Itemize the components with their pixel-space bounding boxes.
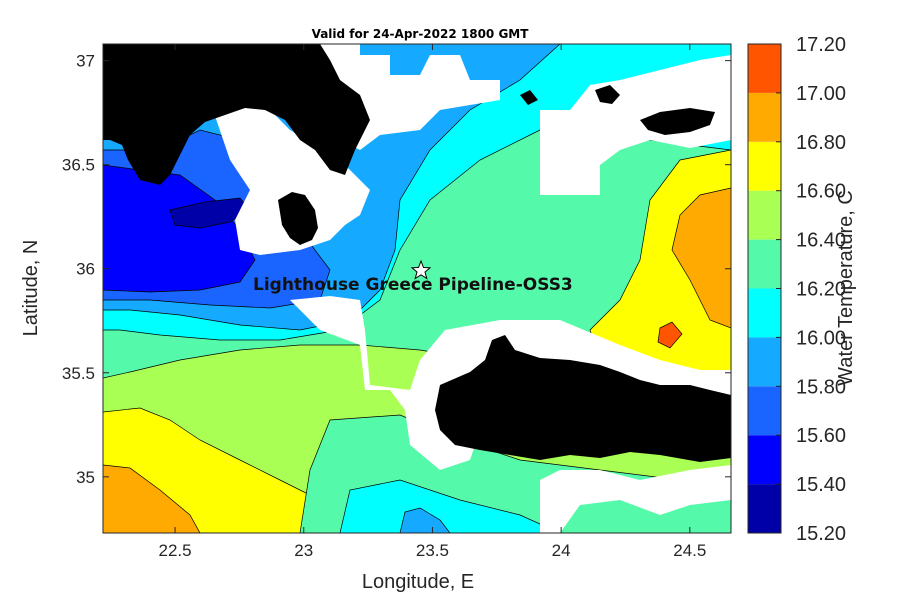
colorbar-tick-label: 15.60 (796, 425, 846, 447)
y-tick-label: 36.5 (62, 156, 95, 175)
x-tick-label: 24 (552, 541, 571, 560)
colorbar-label: Water Temperature, C (835, 190, 857, 386)
x-axis-ticks: 22.5 23 23.5 24 24.5 (159, 44, 706, 560)
colorbar-swatch (748, 190, 781, 240)
y-tick-label: 35 (76, 468, 95, 487)
land-aegean-islands (520, 85, 715, 135)
band-17-00-east (657, 321, 683, 349)
colorbar-swatch (748, 288, 781, 338)
colorbar-tick-label: 15.80 (796, 376, 846, 398)
land-peloponnese (103, 44, 370, 185)
colorbar-tick-label: 16.40 (796, 230, 846, 252)
colorbar-tick-label: 16.00 (796, 327, 846, 349)
colorbar-tick-label: 16.20 (796, 279, 846, 301)
colorbar-tick-label: 16.80 (796, 132, 846, 154)
colorbar-tick-label: 17.20 (796, 34, 846, 56)
colorbar-swatch (748, 44, 781, 93)
plot-frame (102, 43, 732, 534)
x-tick-label: 23 (294, 541, 313, 560)
band-16-00-south (399, 507, 451, 533)
colorbar-tick-label: 15.40 (796, 474, 846, 496)
band-16-20-south (339, 479, 561, 533)
x-axis-label: Longitude, E (362, 571, 474, 593)
x-tick-label: 23.5 (416, 541, 449, 560)
no-data-region-west (213, 100, 370, 255)
colorbar-tick-label: 15.20 (796, 523, 846, 545)
colorbar-swatch (748, 386, 781, 436)
y-tick-label: 37 (76, 52, 95, 71)
site-annotation: Lighthouse Greece Pipeline-OSS3 (253, 275, 573, 295)
land-kythira (278, 192, 318, 245)
colorbar-swatch (748, 92, 781, 142)
y-tick-label: 36 (76, 260, 95, 279)
y-tick-label: 35.5 (62, 364, 95, 383)
colorbar-swatch (748, 337, 781, 387)
site-star-marker (410, 259, 432, 280)
colorbar (748, 44, 781, 533)
no-data-region-northeast (540, 55, 731, 195)
colorbar-swatch (748, 435, 781, 485)
x-tick-label: 22.5 (159, 541, 192, 560)
land-crete (435, 335, 731, 462)
colorbar-swatch (748, 141, 781, 191)
chart-title: Valid for 24-Apr-2022 1800 GMT (312, 27, 530, 41)
plot-area: Lighthouse Greece Pipeline-OSS3 (103, 44, 731, 533)
y-axis-label: Latitude, N (20, 240, 42, 337)
colorbar-ticks: 15.20 15.40 15.60 15.80 16.00 16.20 16.40 16.60… (776, 34, 846, 545)
band-16-80-south (103, 464, 201, 533)
x-tick-label: 24.5 (673, 541, 706, 560)
colorbar-swatch (748, 484, 781, 533)
band-16-80-east (671, 187, 731, 329)
colorbar-tick-label: 16.60 (796, 181, 846, 203)
colorbar-tick-label: 17.00 (796, 83, 846, 105)
y-axis-ticks: 35 35.5 36 36.5 37 (62, 52, 731, 487)
colorbar-swatch (748, 239, 781, 289)
no-data-region-southeast (540, 465, 731, 533)
